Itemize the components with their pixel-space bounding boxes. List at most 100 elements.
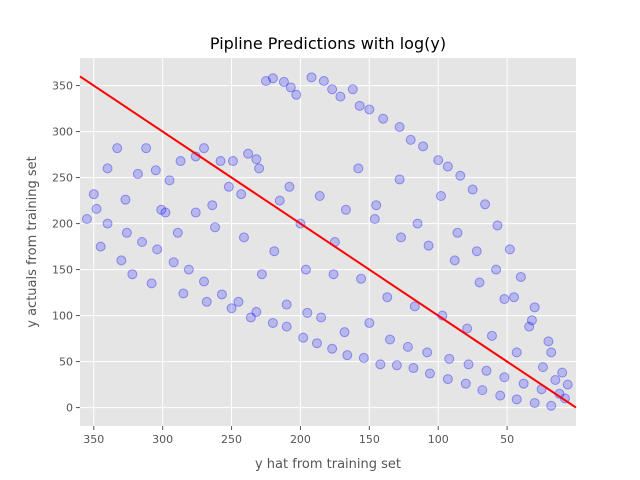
scatter-point <box>394 122 405 132</box>
scatter-point <box>127 269 138 280</box>
scatter-point <box>201 296 212 307</box>
scatter-point <box>474 277 485 288</box>
scatter-point <box>524 321 535 332</box>
scatter-point <box>408 363 419 374</box>
scatter-point <box>236 189 247 200</box>
scatter-point <box>285 82 296 93</box>
x-tick-label: 150 <box>359 433 380 446</box>
scatter-point <box>156 204 167 215</box>
x-tick-label: 200 <box>290 433 311 446</box>
scatter-point <box>316 312 327 323</box>
scatter-point <box>137 237 147 247</box>
scatter-points <box>81 72 573 411</box>
scatter-point <box>371 200 382 211</box>
y-tick-label: 150 <box>52 264 73 277</box>
scatter-point <box>146 278 157 289</box>
scatter-point <box>491 264 502 275</box>
scatter-point <box>354 100 365 111</box>
scatter-point <box>102 218 113 229</box>
scatter-point <box>463 359 474 370</box>
scatter-point <box>526 315 537 326</box>
scatter-point <box>216 289 227 300</box>
scatter-point <box>460 378 471 389</box>
scatter-point <box>364 317 375 328</box>
y-tick-label: 350 <box>52 80 73 93</box>
x-tick-label: 50 <box>500 433 514 446</box>
x-tick-label: 350 <box>83 433 104 446</box>
scatter-point <box>375 359 386 370</box>
scatter-point <box>396 232 407 243</box>
scatter-point <box>269 246 280 257</box>
x-axis-label: y hat from training set <box>255 457 401 472</box>
scatter-point <box>412 218 423 229</box>
scatter-point <box>422 347 433 358</box>
scatter-point <box>546 400 557 411</box>
scatter-point <box>499 294 510 305</box>
scatter-point <box>504 244 515 255</box>
scatter-point <box>477 385 488 396</box>
scatter-point <box>132 168 143 179</box>
scatter-point <box>175 156 186 167</box>
scatter-point <box>340 204 351 215</box>
scatter-point <box>284 181 295 192</box>
scatter-point <box>227 156 238 167</box>
scatter-point <box>455 170 466 181</box>
scatter-point <box>433 155 444 166</box>
scatter-point <box>327 343 338 354</box>
scatter-point <box>160 207 171 218</box>
scatter-point <box>311 338 322 349</box>
scatter-point <box>254 163 265 174</box>
scatter-point <box>385 334 395 345</box>
scatter-point <box>102 163 113 174</box>
scatter-point <box>462 323 473 334</box>
scatter-point <box>183 264 194 275</box>
scatter-point <box>405 134 416 145</box>
scatter-point <box>178 288 189 299</box>
scatter-point <box>267 317 278 328</box>
scatter-point <box>546 347 557 358</box>
scatter-point <box>353 163 364 174</box>
scatter-point <box>306 72 317 83</box>
scatter-point <box>358 352 369 363</box>
grid-lines <box>80 58 576 426</box>
scatter-point <box>302 307 313 318</box>
scatter-point <box>515 271 526 282</box>
scatter-point <box>402 341 413 352</box>
scatter-point <box>226 303 237 314</box>
scatter-point <box>424 368 435 379</box>
scatter-point <box>550 375 561 385</box>
scatter-point <box>495 390 506 401</box>
scatter-point <box>364 104 375 115</box>
scatter-point <box>499 372 510 383</box>
scatter-point <box>215 156 226 167</box>
scatter-point <box>442 161 453 172</box>
scatter-point <box>378 113 389 124</box>
y-tick-label: 200 <box>52 218 73 231</box>
scatter-point <box>391 360 402 371</box>
scatter-point <box>327 84 338 95</box>
scatter-point <box>342 350 353 361</box>
scatter-point <box>537 362 548 373</box>
scatter-point <box>91 203 102 214</box>
scatter-point <box>452 227 463 238</box>
scatter-point <box>81 214 92 224</box>
y-axis-ticks: 0 50 100 150 200 250 300 350 <box>52 80 80 415</box>
scatter-point <box>529 398 540 408</box>
scatter-point <box>444 353 455 364</box>
scatter-point <box>116 255 127 266</box>
scatter-point <box>281 299 292 310</box>
scatter-point <box>256 269 267 280</box>
scatter-point <box>150 165 161 176</box>
scatter-point <box>543 336 554 347</box>
x-tick-label: 250 <box>221 433 242 446</box>
scatter-point <box>300 264 311 275</box>
scatter-point <box>238 232 249 243</box>
scatter-point <box>449 255 460 266</box>
scatter-point <box>298 332 309 343</box>
scatter-point <box>251 154 262 165</box>
scatter-point <box>199 276 209 287</box>
y-axis-label: y actuals from training set <box>25 156 40 328</box>
scatter-point <box>418 141 429 152</box>
scatter-point <box>243 148 254 159</box>
